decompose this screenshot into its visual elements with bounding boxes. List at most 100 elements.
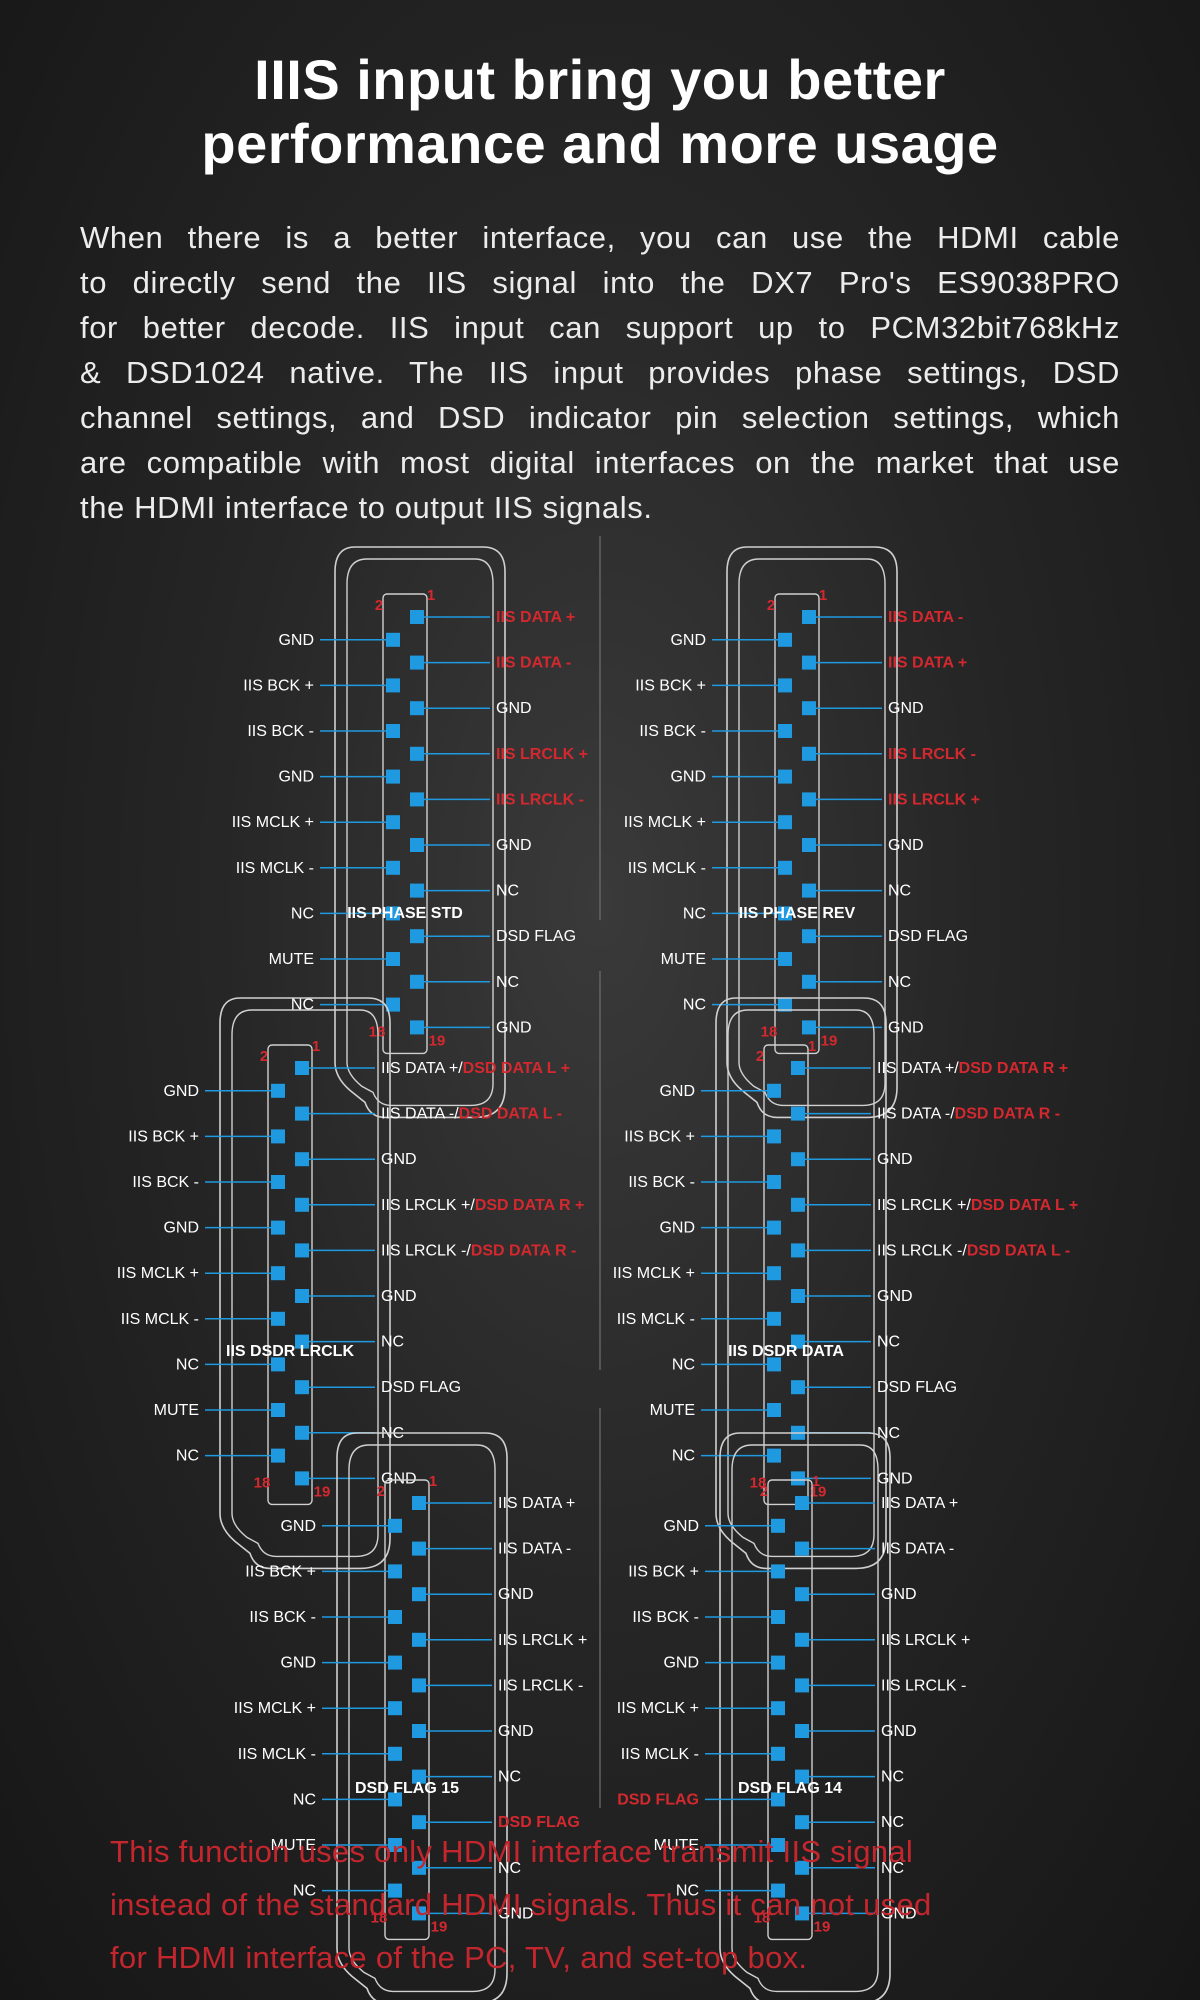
pin-pad [410,1020,424,1035]
pin-label: GND [381,1470,417,1487]
headline: IIIS input bring you better performance … [0,48,1200,176]
pin-pad [295,1289,309,1303]
pin-label-part: DSD FLAG [888,928,968,945]
intro-line: channel settings, and DSD indicator pin … [80,400,1120,435]
pin-number: 2 [767,597,775,614]
pin-label-part: NC [498,1860,521,1877]
pin-pad [295,1471,309,1486]
pin-pad [791,1289,805,1303]
pin-label-part: NC [888,974,911,991]
pin-pad [791,1243,805,1258]
connector-tongue [774,593,820,1055]
pinout-diagram: GND IIS BCK + IIS BCK - GND IIS MCLK + IIS MC… [234,1432,587,2000]
pin-pad [412,1632,426,1647]
pin-number: 2 [375,597,383,614]
diagram-title: IIS PHASE REV [739,905,856,922]
pin-pad [802,974,816,989]
pin-label: IIS MCLK + [232,814,314,831]
pin-label: IIS MCLK + [117,1265,199,1282]
pin-label-part: NC [498,1769,521,1786]
pin-pad [410,610,424,624]
pin-pad [778,952,792,966]
pin-pad [771,1518,785,1533]
pin-label-part: GND [498,1905,534,1922]
diagram-title: DSD FLAG 14 [738,1780,842,1797]
pin-label-part: IIS DATA + [496,609,575,626]
pin-pad [388,1518,402,1533]
pin-pad [412,1815,426,1830]
pin-pad [791,1197,805,1212]
intro-line: & DSD1024 native. The IIS input provides… [80,355,1120,390]
pin-label: IIS BCK - [247,723,314,740]
pin-label: GND [498,1905,534,1922]
pin-pad [795,1587,809,1602]
connector-tongue [382,593,428,1055]
pin-pad [410,701,424,716]
pin-number: 2 [260,1048,268,1065]
pin-pad [271,1403,285,1417]
pin-number: 1 [808,1038,816,1055]
pin-pad [795,1906,809,1921]
pin-pad [771,1701,785,1716]
pin-label: NC [496,883,519,900]
pin-pad [795,1632,809,1647]
pin-label-part: GND [496,1019,532,1036]
pin-label: NC [888,883,911,900]
pin-pad [412,1769,426,1784]
pin-label: IIS DATA -/DSD DATA L - [381,1106,562,1123]
pin-label: IIS LRCLK - [888,746,976,763]
pin-label: GND [498,1586,534,1603]
pin-pad [388,1655,402,1670]
pin-label-part: NC [888,883,911,900]
pin-label-part: DSD DATA R + [959,1060,1068,1077]
pin-pad [778,860,792,875]
pin-pad [386,632,400,647]
pin-pad [771,1792,785,1807]
pin-pad [388,1701,402,1716]
connector-tongue [763,1044,809,1506]
pin-number: 18 [254,1474,271,1491]
pin-label: IIS DATA + [496,609,575,626]
pin-label: NC [881,1860,904,1877]
pin-label: NC [498,1860,521,1877]
pin-label: GND [888,837,924,854]
pin-label-part: GND [881,1905,917,1922]
pin-label-part: IIS DATA + [881,1495,958,1512]
pin-label-part: DSD DATA L + [463,1060,570,1077]
pin-label: GND [670,769,706,786]
pin-label: IIS DATA + [881,1495,958,1512]
pin-label: IIS BCK - [628,1174,695,1191]
pin-label: IIS LRCLK + [496,746,588,763]
pin-label: IIS BCK + [628,1563,699,1580]
pin-pad [778,906,792,921]
pin-label: GND [278,769,314,786]
pin-label-part: IIS LRCLK + [496,746,588,763]
pin-label: IIS MCLK + [234,1700,316,1717]
pin-pad [295,1197,309,1212]
pin-label: NC [683,905,706,922]
pin-label: NC [381,1334,404,1351]
pin-label-part: IIS LRCLK -/ [877,1242,967,1259]
pin-pad [386,815,400,830]
pin-pad [791,1334,805,1349]
pin-label: GND [381,1288,417,1305]
pin-pad [388,1610,402,1624]
pin-label-part: GND [881,1723,917,1740]
pin-pad [388,1838,402,1852]
pin-number: 19 [314,1483,331,1500]
pin-pad [412,1496,426,1510]
pin-pad [412,1860,426,1875]
pin-label-part: IIS DATA - [881,1541,954,1558]
pin-label: GND [381,1151,417,1168]
pin-label-part: GND [498,1723,534,1740]
pin-pad [767,1448,781,1463]
pin-label: NC [676,1883,699,1900]
pin-label-part: GND [881,1586,917,1603]
pin-label-part: GND [381,1151,417,1168]
pin-pad [791,1380,805,1395]
pin-pad [767,1129,781,1144]
pin-pad [771,1610,785,1624]
pin-pad [271,1357,285,1372]
pin-label: NC [888,974,911,991]
pin-number: 18 [750,1474,767,1491]
